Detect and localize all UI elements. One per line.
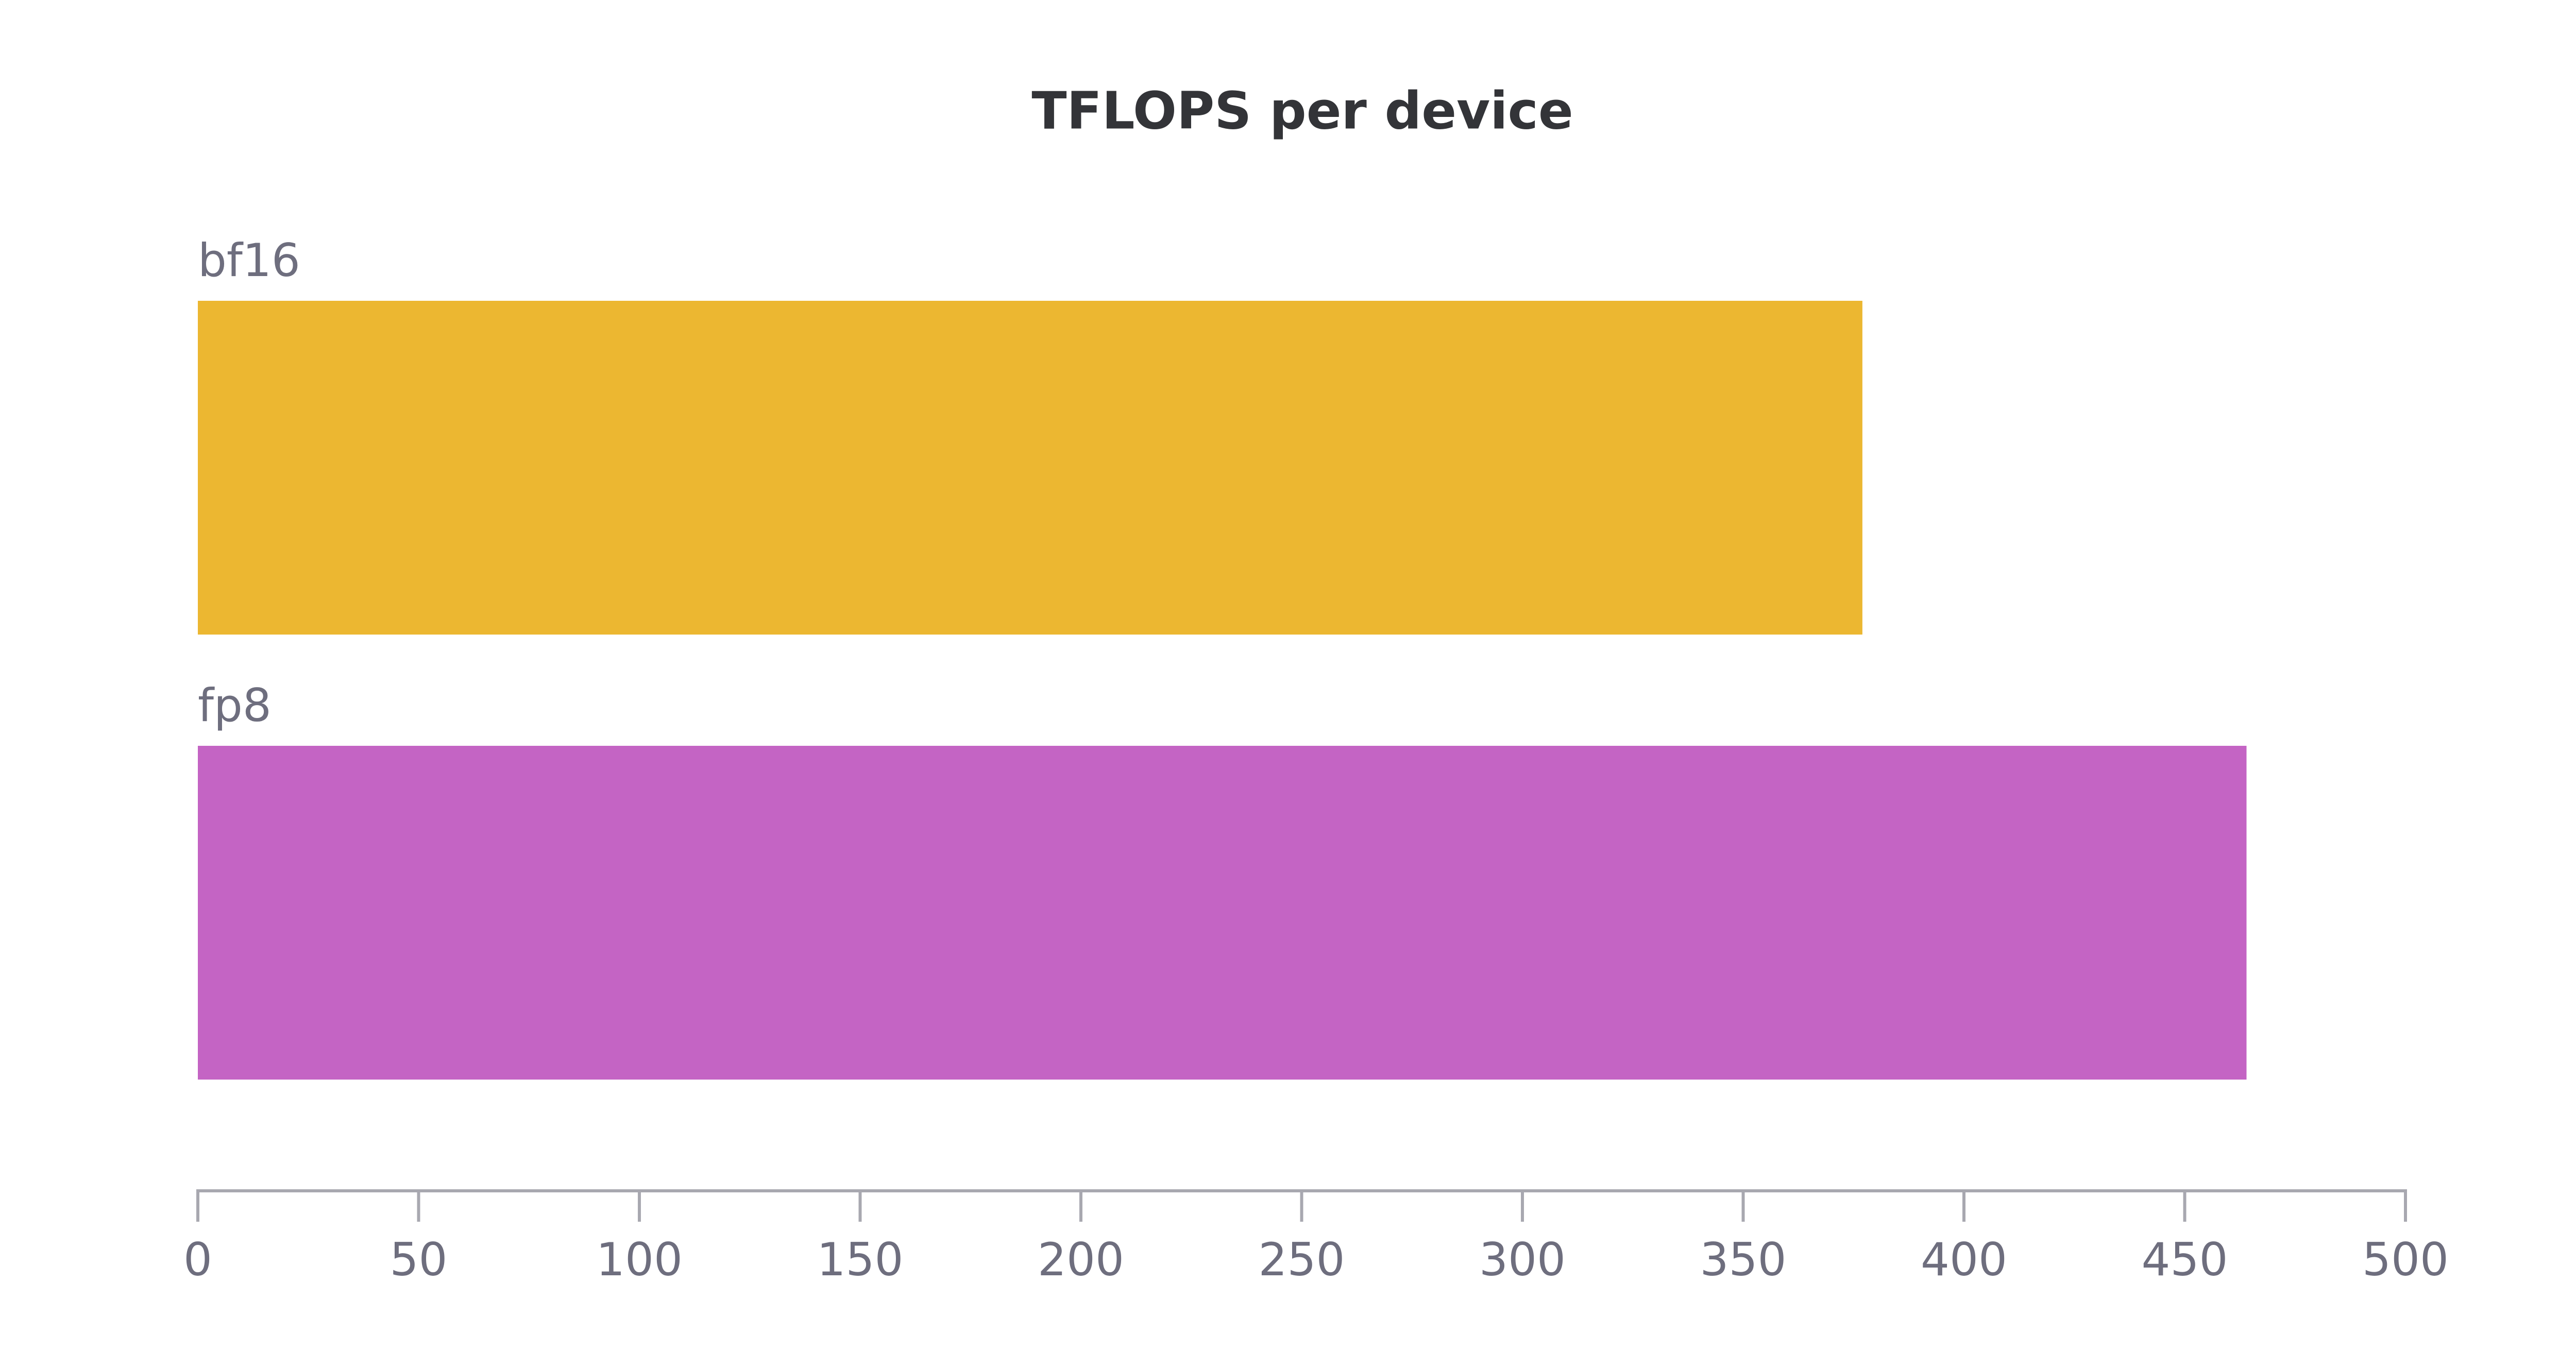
category-label: fp8 (198, 679, 272, 732)
x-tick-label: 350 (1700, 1233, 1787, 1286)
chart-title: TFLOPS per device (1031, 80, 1573, 141)
x-tick-label: 50 (390, 1233, 448, 1286)
x-tick-label: 150 (817, 1233, 904, 1286)
x-tick-label: 500 (2362, 1233, 2449, 1286)
x-tick-label: 0 (183, 1233, 212, 1286)
category-label: bf16 (198, 234, 300, 287)
x-tick-label: 200 (1038, 1233, 1124, 1286)
x-tick-label: 400 (1921, 1233, 2007, 1286)
x-tick-label: 450 (2142, 1233, 2228, 1286)
x-tick-label: 300 (1479, 1233, 1566, 1286)
bar (198, 301, 1862, 635)
bar (198, 746, 2247, 1080)
x-tick-label: 250 (1259, 1233, 1345, 1286)
x-tick-label: 100 (596, 1233, 683, 1286)
